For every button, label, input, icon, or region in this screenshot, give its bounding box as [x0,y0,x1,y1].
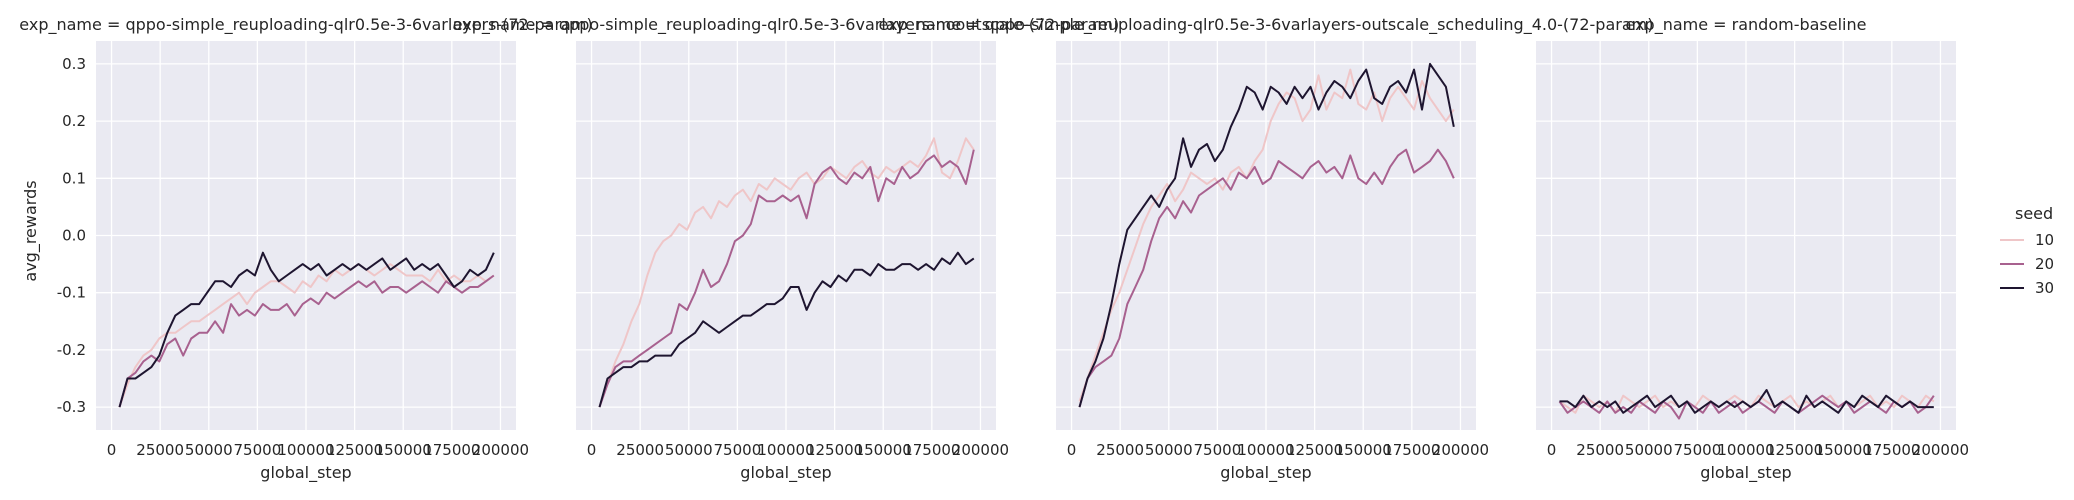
series-line-seed-10 [1078,68,1455,402]
y-tick-label: -0.2 [57,341,86,359]
panel-title: exp_name = qppo-simple_reuploading-qlr0.… [19,15,592,35]
series-line-seed-20 [118,274,495,408]
x-tick-label: 175000 [1383,441,1440,459]
x-tick-label: 175000 [903,441,960,459]
x-tick-label: 150000 [375,441,432,459]
panel-4: 0 25000 50000 75000100000125000150000175000… [1536,41,1969,483]
x-tick-label: 0 [1547,441,1557,459]
y-tick-label: -0.1 [57,284,86,302]
panel-3: 0 25000 50000 75000100000125000150000175000… [1056,41,1489,483]
x-tick-label: 25000 [1576,441,1624,459]
series-line-seed-30 [1078,62,1455,408]
x-tick-label: 175000 [423,441,480,459]
x-tick-label: 50000 [1145,441,1193,459]
panel-title: exp_name = random-baseline [1626,15,1867,35]
series-line-seed-20 [598,149,975,408]
x-tick-label: 125000 [1286,441,1343,459]
x-tick-label: 150000 [1815,441,1872,459]
x-tick-label: 50000 [1625,441,1673,459]
series-line-seed-20 [1078,148,1455,408]
panels: 0 25000 50000 75000100000125000150000175000… [19,15,1969,483]
legend-label-seed-30: 30 [2035,279,2054,297]
x-tick-label: 100000 [757,441,814,459]
x-tick-label: 125000 [326,441,383,459]
x-tick-label: 75000 [234,441,282,459]
x-axis-label: global_step [1220,463,1311,483]
x-tick-label: 75000 [714,441,762,459]
x-tick-label: 200000 [1432,441,1489,459]
series-line-seed-30 [118,251,495,408]
x-axis-label: global_step [740,463,831,483]
y-tick-label: 0.2 [62,112,86,130]
y-tick-label: 0.3 [62,55,86,73]
y-tick-label: 0.1 [62,169,86,187]
x-tick-label: 25000 [136,441,184,459]
x-tick-label: 0 [1067,441,1077,459]
x-tick-label: 25000 [1096,441,1144,459]
legend-title: seed [2015,204,2053,223]
series-line-seed-30 [598,251,975,408]
x-tick-label: 50000 [665,441,713,459]
x-tick-label: 0 [107,441,117,459]
panel-1: 0 25000 50000 75000100000125000150000175000… [57,41,529,483]
x-tick-label: 200000 [952,441,1009,459]
x-tick-label: 125000 [806,441,863,459]
x-tick-label: 100000 [277,441,334,459]
x-tick-label: 200000 [472,441,529,459]
x-tick-label: 0 [587,441,597,459]
y-axis-label: avg_rewards [21,180,41,281]
legend: seed 10 20 30 [2000,204,2054,297]
x-tick-label: 75000 [1674,441,1722,459]
x-tick-label: 75000 [1194,441,1242,459]
x-tick-label: 125000 [1766,441,1823,459]
x-tick-label: 100000 [1717,441,1774,459]
x-axis-label: global_step [260,463,351,483]
legend-label-seed-20: 20 [2035,255,2054,273]
panel-title: exp_name = qppo-simple_reuploading-qlr0.… [453,15,1120,35]
x-tick-label: 150000 [855,441,912,459]
x-axis-label: global_step [1700,463,1791,483]
y-tick-label: 0.0 [62,227,86,245]
panel-title: exp_name = qppo-simple_reuploading-qlr0.… [879,15,1654,35]
series-line-seed-10 [118,263,495,408]
legend-label-seed-10: 10 [2035,231,2054,249]
x-tick-label: 150000 [1335,441,1392,459]
x-tick-label: 100000 [1237,441,1294,459]
series-line-seed-10 [598,137,975,408]
x-tick-label: 50000 [185,441,233,459]
panel-2: 0 25000 50000 75000100000125000150000175000… [576,41,1009,483]
y-tick-label: -0.3 [57,398,86,416]
x-tick-label: 25000 [616,441,664,459]
x-tick-label: 175000 [1863,441,1920,459]
series-line-seed-30 [1559,389,1934,414]
x-tick-label: 200000 [1912,441,1969,459]
